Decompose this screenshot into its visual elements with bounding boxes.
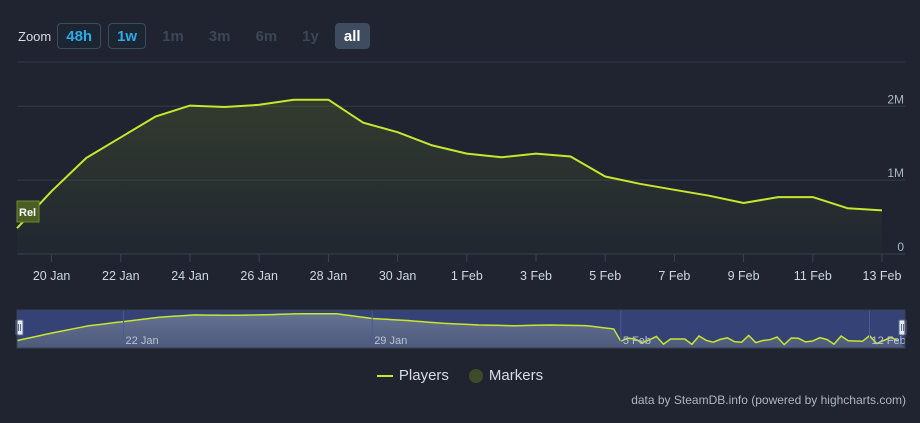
data-point[interactable] [15,226,19,230]
credits[interactable]: data by SteamDB.info (powered by highcha… [631,393,906,407]
x-tick-label: 7 Feb [658,269,690,283]
data-point[interactable] [188,104,192,108]
data-point[interactable] [396,130,400,134]
x-tick-label: 5 Feb [589,269,621,283]
zoom-3m-button[interactable]: 3m [208,28,231,45]
x-tick-label: 24 Jan [171,269,209,283]
data-point[interactable] [361,121,365,125]
navigator-label: 29 Jan [374,335,407,347]
marker-label: Rel [19,207,36,219]
data-point[interactable] [811,195,815,199]
legend-item-players[interactable]: Players [376,367,449,384]
legend-label-players: Players [398,367,449,384]
data-point[interactable] [223,105,227,109]
x-tick-label: 1 Feb [451,269,483,283]
legend-line-swatch [376,374,393,377]
data-point[interactable] [638,182,642,186]
data-point[interactable] [326,98,330,102]
x-tick-label: 3 Feb [520,269,552,283]
data-point[interactable] [603,175,607,179]
data-point[interactable] [84,156,88,160]
data-point[interactable] [430,143,434,147]
x-tick-label: 30 Jan [379,269,417,283]
data-point[interactable] [845,206,849,210]
zoom-all-button[interactable]: all [334,23,370,49]
data-point[interactable] [119,135,123,139]
data-point[interactable] [569,155,573,159]
navigator-label: 5 Feb [623,335,651,347]
navigator-label: 22 Jan [126,335,159,347]
data-point[interactable] [707,194,711,198]
data-point[interactable] [672,188,676,192]
x-tick-label: 20 Jan [33,269,71,283]
data-point[interactable] [257,103,261,107]
x-tick-label: 26 Jan [240,269,278,283]
data-point[interactable] [50,189,54,193]
zoom-1y-button[interactable]: 1y [302,28,319,45]
data-point[interactable] [880,208,884,212]
navigator-label: 12 Feb [871,335,905,347]
legend-item-markers[interactable]: Markers [468,367,544,384]
y-tick-label: 0 [897,240,904,254]
marker-flag [16,200,40,223]
legend-label-markers: Markers [488,367,544,384]
data-point[interactable] [742,201,746,205]
data-point[interactable] [499,155,503,159]
data-point[interactable] [465,152,469,156]
data-point[interactable] [776,195,780,199]
navigator-series-line [16,312,899,346]
data-point[interactable] [153,115,157,119]
y-tick-label: 2M [887,92,904,106]
zoom-48h-button[interactable]: 48h [57,23,102,49]
x-tick-label: 22 Jan [102,269,140,283]
navigator-handle-right[interactable] [898,319,907,336]
zoom-6m-button[interactable]: 6m [255,28,278,45]
zoom-1w-button[interactable]: 1w [108,23,147,49]
marker-rel[interactable]: Rel [16,200,40,223]
x-tick-label: 13 Feb [863,269,902,283]
navigator-handle-left[interactable] [15,319,24,336]
y-tick-label: 1M [887,166,904,180]
legend: Players Markers [0,367,920,384]
x-tick-label: 28 Jan [310,269,348,283]
x-tick-label: 11 Feb [794,269,832,283]
x-tick-label: 9 Feb [728,269,760,283]
zoom-1m-button[interactable]: 1m [162,28,184,45]
zoom-label: Zoom [18,28,52,44]
data-point[interactable] [292,98,296,102]
data-point[interactable] [534,152,538,156]
legend-dot-swatch [468,368,483,383]
navigator-outline [16,309,906,349]
zoom-bar: Zoom 48h 1w 1m 3m 6m 1y all [18,22,377,50]
series-line-players[interactable] [16,98,883,229]
players-area [17,99,882,254]
